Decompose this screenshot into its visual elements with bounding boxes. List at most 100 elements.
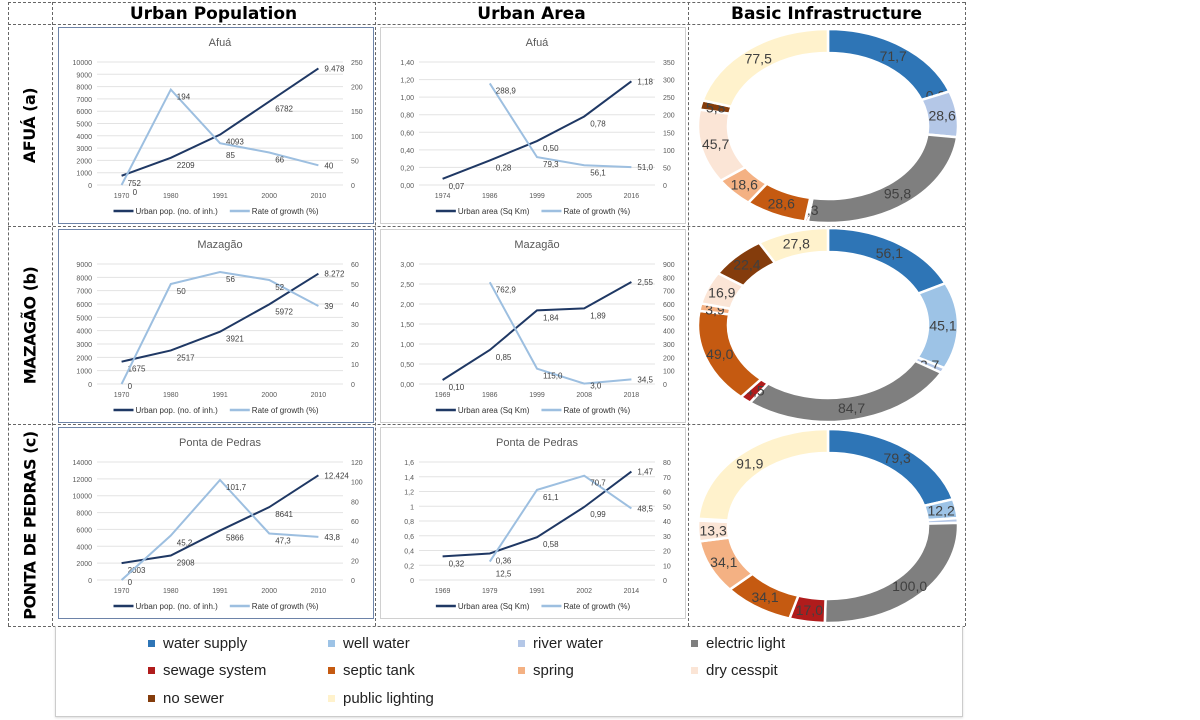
- row-header-ponta-de-pedras: PONTA DE PEDRAS (c): [8, 424, 52, 626]
- chart-title: Ponta de Pedras: [179, 437, 261, 449]
- grid-line: [8, 424, 965, 425]
- donut-segment-electric-light: [823, 521, 960, 625]
- left-tick-label: 0,60: [400, 130, 414, 137]
- left-tick-label: 3000: [76, 146, 92, 153]
- stock-series-data-label: 1,47: [637, 468, 653, 477]
- rate-series-data-label: 43,8: [324, 533, 340, 542]
- chart-title: Afuá: [209, 37, 233, 49]
- left-tick-label: 8000: [76, 511, 92, 518]
- grid-line: [8, 626, 965, 627]
- rate-series-data-label: 50: [177, 287, 186, 296]
- left-tick-label: 0,40: [400, 148, 414, 155]
- x-tick-label: 2000: [261, 588, 277, 595]
- donut-afua-infrastructure: 71,70,028,695,81,328,618,645,75,877,5: [690, 26, 965, 231]
- donut-data-label: 18,6: [731, 176, 758, 192]
- right-tick-label: 900: [663, 262, 675, 269]
- legend-label-stock: Urban area (Sq Km): [458, 602, 530, 611]
- right-tick-label: 50: [663, 165, 671, 172]
- stock-series-line: [121, 474, 319, 565]
- chart-ponta-population: Ponta de Pedras 0 2000 4000 6000 8000 10000 120…: [58, 427, 374, 619]
- rate-series-line: [488, 474, 632, 563]
- right-tick-label: 80: [351, 499, 359, 506]
- legend-item-river-water: river water: [518, 635, 603, 652]
- stock-series-data-label: 0,85: [496, 353, 512, 362]
- left-tick-label: 0: [88, 183, 92, 190]
- rate-series-data-label: 762,9: [496, 285, 517, 294]
- rate-series-data-label: 12,5: [496, 570, 512, 579]
- left-tick-label: 0,80: [400, 113, 414, 120]
- right-tick-label: 30: [351, 322, 359, 329]
- donut-data-label: 79,3: [884, 450, 911, 466]
- right-tick-label: 0: [663, 578, 667, 585]
- donut-data-label: 84,7: [838, 400, 865, 416]
- left-tick-label: 6000: [76, 109, 92, 116]
- right-tick-label: 200: [351, 85, 363, 92]
- rate-series-line: [488, 281, 632, 385]
- x-tick-label: 2000: [261, 193, 277, 200]
- chart-title: Afuá: [526, 37, 550, 49]
- left-tick-label: 1000: [76, 171, 92, 178]
- legend-label-rate: Rate of growth (%): [563, 602, 630, 611]
- left-tick-label: 4000: [76, 134, 92, 141]
- left-tick-label: 0,50: [400, 362, 414, 369]
- rate-series-data-label: 51,0: [637, 163, 653, 172]
- left-tick-label: 1,20: [400, 78, 414, 85]
- donut-data-label: 16,9: [708, 284, 735, 300]
- left-tick-label: 0: [410, 578, 414, 585]
- x-tick-label: 2005: [576, 193, 592, 200]
- legend-swatch: [691, 667, 698, 674]
- x-tick-label: 1986: [482, 392, 498, 399]
- x-tick-label: 1986: [482, 193, 498, 200]
- right-tick-label: 100: [663, 369, 675, 376]
- left-tick-label: 1,6: [404, 460, 414, 467]
- row-header-afua: AFUÁ (a): [8, 24, 52, 226]
- chart-legend: Urban pop. (no. of inh.) Rate of growth (…: [113, 602, 319, 611]
- rate-series-data-label: 52: [275, 283, 284, 292]
- right-tick-label: 250: [351, 60, 363, 67]
- chart-legend: Urban area (Sq Km) Rate of growth (%): [435, 406, 630, 415]
- donut-data-label: 28,6: [768, 196, 795, 212]
- chart-legend: Urban pop. (no. of inh.) Rate of growth (…: [113, 406, 319, 415]
- column-header-urban-area: Urban Area: [477, 4, 586, 24]
- chart-title: Ponta de Pedras: [496, 437, 578, 449]
- left-tick-label: 0,20: [400, 165, 414, 172]
- donut-segment-public-lighting: [700, 27, 830, 109]
- x-tick-label: 2014: [624, 588, 640, 595]
- legend-item-no-sewer: no sewer: [148, 690, 224, 707]
- legend-item-water-supply: water supply: [148, 635, 247, 652]
- right-tick-label: 800: [663, 275, 675, 282]
- left-tick-label: 3,00: [400, 262, 414, 269]
- x-tick-label: 1980: [163, 392, 179, 399]
- legend-swatch: [328, 667, 335, 674]
- legend-label-stock: Urban area (Sq Km): [458, 406, 530, 415]
- legend-label: septic tank: [343, 662, 415, 679]
- legend-item-spring: spring: [518, 662, 574, 679]
- rate-series-data-label: 56: [226, 275, 235, 284]
- left-tick-label: 1,40: [400, 60, 414, 67]
- right-tick-label: 100: [351, 480, 363, 487]
- rate-series-data-label: 56,1: [590, 168, 606, 177]
- right-tick-label: 0: [663, 183, 667, 190]
- rate-series-data-label: 0: [133, 188, 138, 197]
- stock-series-data-label: 0,28: [496, 163, 512, 172]
- donut-data-label: 34,1: [710, 554, 737, 570]
- row-header-mazagao: MAZAGÃO (b): [8, 226, 52, 424]
- right-tick-label: 70: [663, 475, 671, 482]
- legend-label-rate: Rate of growth (%): [252, 406, 319, 415]
- right-tick-label: 10: [663, 563, 671, 570]
- right-tick-label: 250: [663, 95, 675, 102]
- stock-series-data-label: 0,99: [590, 510, 606, 519]
- legend-label: dry cesspit: [706, 662, 778, 679]
- legend-label-stock: Urban area (Sq Km): [458, 207, 530, 216]
- legend: water supply well water river water electri…: [55, 626, 963, 717]
- right-tick-label: 700: [663, 289, 675, 296]
- left-tick-label: 0,00: [400, 382, 414, 389]
- stock-series-line: [121, 67, 319, 177]
- rate-series-data-label: 66: [275, 156, 284, 165]
- stock-series-data-label: 12.424: [324, 471, 349, 480]
- legend-swatch: [518, 640, 525, 647]
- donut-data-label: 77,5: [745, 50, 772, 66]
- stock-series-data-label: 8.272: [324, 270, 345, 279]
- rate-series-data-label: 45,2: [177, 539, 193, 548]
